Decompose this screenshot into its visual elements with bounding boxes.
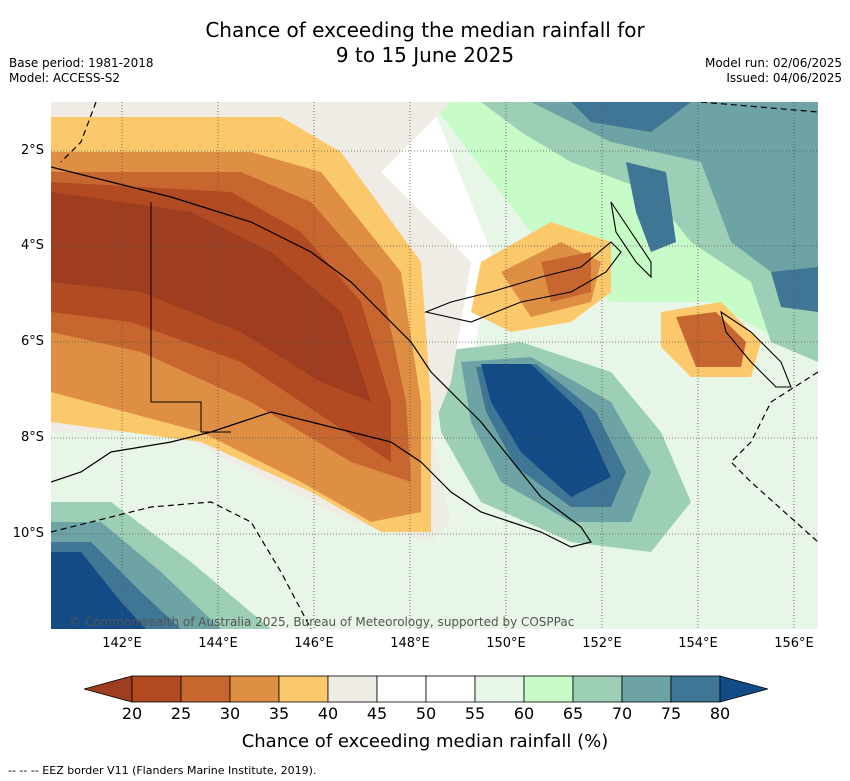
- lon-label: 150°E: [486, 636, 526, 651]
- colorbar-tick-label: 20: [121, 704, 143, 723]
- colorbar-tick-label: 45: [366, 704, 388, 723]
- copyright-text: © Commonwealth of Australia 2025, Bureau…: [69, 615, 574, 629]
- region-75-80-e: [771, 267, 818, 312]
- colorbar-tick-label: 65: [562, 704, 584, 723]
- meta-left: Base period: 1981-2018 Model: ACCESS-S2: [9, 56, 154, 86]
- colorbar-cell: [327, 675, 378, 703]
- colorbar-cell: [131, 675, 182, 703]
- colorbar-tick-label: 55: [464, 704, 486, 723]
- colorbar-tick-label: 25: [170, 704, 192, 723]
- colorbar-cell: [229, 675, 280, 703]
- colorbar-tick-label: 35: [268, 704, 290, 723]
- colorbar-cell: [523, 675, 574, 703]
- map-grid: [51, 102, 818, 629]
- base-period-text: Base period: 1981-2018: [9, 56, 154, 70]
- new-guinea-coast: [51, 166, 592, 548]
- lat-label: 4°S: [20, 238, 44, 253]
- title-line-2: 9 to 15 June 2025: [335, 43, 515, 67]
- issued-text: Issued: 04/06/2025: [726, 71, 842, 85]
- region-below-20-w: [51, 192, 371, 402]
- region-80-c: [481, 364, 611, 497]
- region-25-30-e: [541, 252, 591, 302]
- model-text: Model: ACCESS-S2: [9, 71, 121, 85]
- lon-label: 148°E: [390, 636, 430, 651]
- colorbar-tick-label: 80: [709, 704, 731, 723]
- colorbar-cell: [278, 675, 329, 703]
- region-75-80-n: [571, 102, 691, 132]
- lon-label: 156°E: [774, 636, 814, 651]
- colorbar-cell: [670, 675, 721, 703]
- title-line-1: Chance of exceeding the median rainfall …: [205, 18, 645, 42]
- new-ireland-coast: [610, 201, 652, 279]
- meta-right: Model run: 02/06/2025 Issued: 04/06/2025: [705, 56, 842, 86]
- colorbar-cell: [572, 675, 623, 703]
- colorbar: [84, 675, 768, 703]
- colorbar-tick-label: 40: [317, 704, 339, 723]
- lon-label: 142°E: [102, 636, 142, 651]
- colorbar-cell: [180, 675, 231, 703]
- rainfall-map: © Commonwealth of Australia 2025, Bureau…: [51, 102, 818, 629]
- colorbar-cell: [425, 675, 476, 703]
- bougainville-coast: [720, 310, 792, 388]
- lon-label: 146°E: [294, 636, 334, 651]
- colorbar-tick-label: 50: [415, 704, 437, 723]
- colorbar-low-extension: [84, 675, 133, 703]
- lat-label: 8°S: [20, 430, 44, 445]
- colorbar-tick-label: 60: [513, 704, 535, 723]
- lon-label: 154°E: [678, 636, 718, 651]
- region-75-80-island: [626, 162, 676, 252]
- colorbar-cell: [474, 675, 525, 703]
- eez-borders: [51, 102, 818, 629]
- region-70-75-ne: [531, 102, 818, 282]
- lon-label: 144°E: [198, 636, 238, 651]
- colorbar-label: Chance of exceeding median rainfall (%): [241, 731, 609, 752]
- model-run-text: Model run: 02/06/2025: [704, 56, 842, 70]
- eez-footnote: -- -- -- EEZ border V11 (Flanders Marine…: [8, 764, 317, 777]
- lat-label: 2°S: [20, 143, 44, 158]
- colorbar-tick-label: 70: [611, 704, 633, 723]
- lat-label: 6°S: [20, 334, 44, 349]
- lon-label: 152°E: [582, 636, 622, 651]
- colorbar-cell: [376, 675, 427, 703]
- region-25-30-ne: [676, 312, 746, 367]
- colorbar-cell: [621, 675, 672, 703]
- colorbar-high-extension: [719, 675, 768, 703]
- colorbar-tick-label: 75: [660, 704, 682, 723]
- border-line: [150, 202, 231, 433]
- new-britain-coast: [424, 241, 622, 323]
- lat-label: 10°S: [12, 526, 44, 541]
- colorbar-tick-label: 30: [219, 704, 241, 723]
- map-title: Chance of exceeding the median rainfall …: [0, 18, 850, 68]
